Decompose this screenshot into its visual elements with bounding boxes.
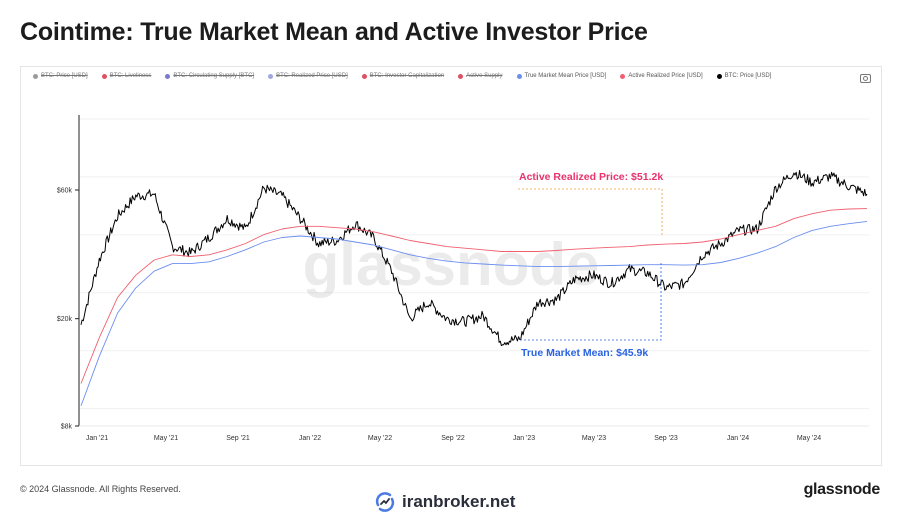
broker-logo-icon bbox=[375, 492, 395, 512]
legend-dot-icon bbox=[101, 73, 107, 79]
legend-label: BTC: Realized Price [USD] bbox=[276, 73, 348, 79]
true-market-mean-annotation: True Market Mean: $45.9k bbox=[521, 347, 648, 359]
x-tick-label: Jan '24 bbox=[727, 435, 749, 442]
legend-dot-icon bbox=[361, 73, 367, 79]
series-line-true-market-mean bbox=[80, 220, 868, 407]
legend-item[interactable]: BTC: Liveliness bbox=[101, 73, 152, 79]
y-tick-label: $60k bbox=[57, 187, 73, 194]
x-tick-label: May '21 bbox=[154, 435, 178, 442]
copyright-text: © 2024 Glassnode. All Rights Reserved. bbox=[20, 484, 181, 494]
legend-label: Active Realized Price [USD] bbox=[628, 73, 703, 79]
legend-dot-icon bbox=[516, 73, 522, 79]
broker-watermark: iranbroker.net bbox=[374, 491, 515, 513]
x-tick-label: May '24 bbox=[797, 435, 821, 442]
legend-label: True Market Mean Price [USD] bbox=[524, 73, 607, 79]
legend-dot-icon bbox=[165, 73, 171, 79]
x-tick-label: Sep '23 bbox=[654, 435, 678, 442]
legend-item[interactable]: BTC: Circulating Supply [BTC] bbox=[165, 73, 254, 79]
legend-label: BTC: Price [USD] bbox=[724, 73, 772, 79]
x-tick-label: Jan '22 bbox=[299, 435, 321, 442]
legend-item[interactable]: True Market Mean Price [USD] bbox=[516, 73, 607, 79]
legend-item[interactable]: Active Realized Price [USD] bbox=[620, 73, 703, 79]
legend-dot-icon bbox=[268, 73, 274, 79]
legend-dot-icon bbox=[458, 73, 464, 79]
true-market-mean-leader-line bbox=[518, 263, 662, 341]
legend-item[interactable]: BTC: Investor Capitalization bbox=[361, 73, 445, 79]
chart-svg: $8k $20k $60k Jan '21 May '21 Sep '21 Jan '22 M… bbox=[57, 115, 869, 442]
legend-label: BTC: Investor Capitalization bbox=[369, 73, 445, 79]
legend-item[interactable]: BTC: Realized Price [USD] bbox=[268, 73, 348, 79]
x-tick-label: Sep '21 bbox=[226, 435, 250, 442]
series-line-active-realized-price bbox=[80, 208, 868, 384]
legend-dot-icon bbox=[620, 73, 626, 79]
brand-logo: glassnode bbox=[803, 481, 881, 498]
legend-label: BTC: Liveliness bbox=[109, 73, 152, 79]
y-tick-label: $20k bbox=[57, 316, 73, 323]
x-tick-label: Jan '23 bbox=[513, 435, 535, 442]
legend-item[interactable]: Active Supply bbox=[458, 73, 503, 79]
legend-label: BTC: Circulating Supply [BTC] bbox=[173, 73, 255, 79]
x-tick-label: May '22 bbox=[368, 435, 392, 442]
x-tick-label: Jan '21 bbox=[86, 435, 108, 442]
x-tick-label: Sep '22 bbox=[441, 435, 465, 442]
chart-panel: BTC: Price [USD] BTC: Liveliness BTC: Circ… bbox=[20, 66, 882, 466]
chart-legend: BTC: Price [USD] BTC: Liveliness BTC: Circ… bbox=[33, 73, 785, 79]
legend-item[interactable]: BTC: Price [USD] bbox=[33, 73, 88, 79]
watermark-text: glassnode bbox=[303, 231, 600, 298]
legend-dot-icon bbox=[33, 73, 38, 79]
legend-item[interactable]: BTC: Price [USD] bbox=[716, 73, 772, 79]
legend-label: Active Supply bbox=[466, 73, 503, 79]
y-tick-label: $8k bbox=[61, 424, 73, 431]
x-tick-label: May '23 bbox=[582, 435, 606, 442]
active-realized-annotation: Active Realized Price: $51.2k bbox=[519, 171, 663, 183]
page-title: Cointime: True Market Mean and Active In… bbox=[20, 18, 648, 46]
legend-dot-icon bbox=[716, 73, 722, 79]
broker-name: iranbroker.net bbox=[402, 492, 516, 511]
active-realized-leader-line bbox=[518, 188, 663, 237]
legend-label: BTC: Price [USD] bbox=[41, 73, 88, 79]
camera-icon[interactable] bbox=[860, 74, 871, 83]
series-line-btc-price bbox=[80, 170, 868, 347]
